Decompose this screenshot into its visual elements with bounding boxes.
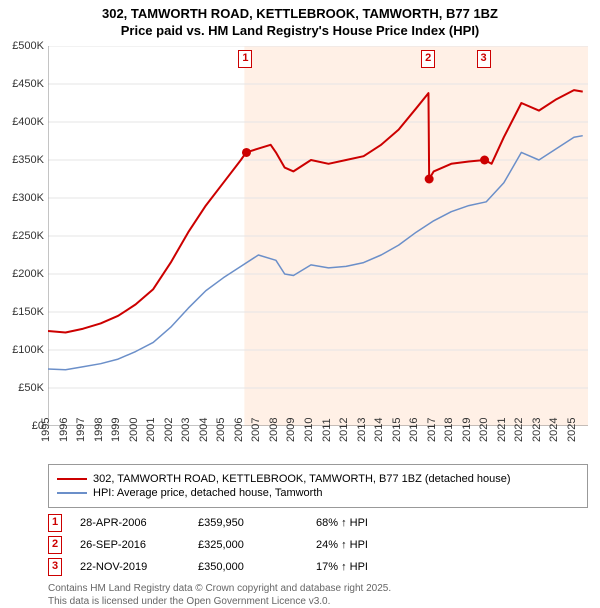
x-tick-label: 2003 (176, 417, 192, 441)
x-tick-label: 2011 (317, 418, 333, 442)
y-tick-label: £50K (18, 382, 48, 394)
sales-table: 1 28-APR-2006 £359,950 68% ↑ HPI 2 26-SE… (48, 514, 588, 576)
y-tick-label: £450K (12, 78, 48, 90)
plot-area: £0£50K£100K£150K£200K£250K£300K£350K£400… (48, 46, 588, 426)
table-row: 3 22-NOV-2019 £350,000 17% ↑ HPI (48, 558, 588, 576)
y-tick-label: £400K (12, 116, 48, 128)
x-tick-label: 2010 (299, 417, 315, 441)
sale-hpi: 24% ↑ HPI (316, 539, 368, 551)
table-row: 1 28-APR-2006 £359,950 68% ↑ HPI (48, 514, 588, 532)
x-tick-label: 2000 (123, 417, 139, 441)
sale-date: 22-NOV-2019 (80, 561, 180, 573)
x-tick-label: 2009 (281, 417, 297, 441)
x-tick-label: 2016 (404, 417, 420, 441)
y-tick-label: £250K (12, 230, 48, 242)
x-tick-label: 2002 (158, 417, 174, 441)
x-tick-label: 2001 (141, 417, 157, 441)
sale-price: £350,000 (198, 561, 298, 573)
footnote: Contains HM Land Registry data © Crown c… (48, 582, 588, 608)
legend-item-hpi: HPI: Average price, detached house, Tamw… (57, 487, 579, 499)
x-tick-label: 1999 (106, 417, 122, 441)
y-tick-label: £500K (12, 40, 48, 52)
legend-label-hpi: HPI: Average price, detached house, Tamw… (93, 487, 323, 499)
x-tick-label: 2024 (544, 417, 560, 441)
legend-label-property: 302, TAMWORTH ROAD, KETTLEBROOK, TAMWORT… (93, 473, 511, 485)
x-tick-label: 1997 (71, 417, 87, 441)
x-tick-label: 2005 (211, 417, 227, 441)
x-tick-label: 2012 (334, 417, 350, 441)
sale-hpi: 68% ↑ HPI (316, 517, 368, 529)
sale-price: £359,950 (198, 517, 298, 529)
x-tick-label: 2015 (386, 417, 402, 441)
y-tick-label: £300K (12, 192, 48, 204)
sale-callout-1: 1 (238, 50, 252, 68)
sale-date: 28-APR-2006 (80, 517, 180, 529)
y-tick-label: £200K (12, 268, 48, 280)
chart-title: 302, TAMWORTH ROAD, KETTLEBROOK, TAMWORT… (0, 0, 600, 40)
x-tick-label: 2017 (421, 417, 437, 441)
sale-hpi: 17% ↑ HPI (316, 561, 368, 573)
footnote-line-1: Contains HM Land Registry data © Crown c… (48, 583, 391, 594)
x-tick-label: 2023 (527, 417, 543, 441)
chart-container: 302, TAMWORTH ROAD, KETTLEBROOK, TAMWORT… (0, 0, 600, 590)
legend-item-property: 302, TAMWORTH ROAD, KETTLEBROOK, TAMWORT… (57, 473, 579, 485)
legend-swatch-hpi (57, 492, 87, 494)
x-tick-label: 2020 (474, 417, 490, 441)
table-row: 2 26-SEP-2016 £325,000 24% ↑ HPI (48, 536, 588, 554)
sale-date: 26-SEP-2016 (80, 539, 180, 551)
x-tick-label: 2014 (369, 417, 385, 441)
x-tick-label: 2022 (509, 417, 525, 441)
x-tick-label: 2008 (264, 417, 280, 441)
x-tick-label: 1996 (53, 417, 69, 441)
chart-svg (48, 46, 588, 426)
x-tick-label: 2004 (194, 417, 210, 441)
sale-callout-3: 3 (477, 50, 491, 68)
x-tick-label: 1998 (88, 417, 104, 441)
x-tick-label: 2013 (351, 417, 367, 441)
y-tick-label: £150K (12, 306, 48, 318)
x-tick-label: 2019 (457, 417, 473, 441)
sale-price: £325,000 (198, 539, 298, 551)
x-tick-label: 2006 (229, 417, 245, 441)
x-tick-label: 2021 (492, 417, 508, 441)
x-tick-label: 2007 (246, 417, 262, 441)
sale-marker-2: 2 (48, 536, 62, 554)
y-tick-label: £100K (12, 344, 48, 356)
y-tick-label: £350K (12, 154, 48, 166)
x-tick-label: 1995 (36, 417, 52, 441)
x-tick-label: 2025 (562, 417, 578, 441)
sale-callout-2: 2 (421, 50, 435, 68)
sale-marker-1: 1 (48, 514, 62, 532)
x-tick-label: 2018 (439, 417, 455, 441)
legend: 302, TAMWORTH ROAD, KETTLEBROOK, TAMWORT… (48, 464, 588, 508)
footnote-line-2: This data is licensed under the Open Gov… (48, 596, 330, 607)
title-line-1: 302, TAMWORTH ROAD, KETTLEBROOK, TAMWORT… (102, 6, 498, 21)
sale-marker-3: 3 (48, 558, 62, 576)
legend-swatch-property (57, 478, 87, 480)
title-line-2: Price paid vs. HM Land Registry's House … (121, 23, 480, 38)
